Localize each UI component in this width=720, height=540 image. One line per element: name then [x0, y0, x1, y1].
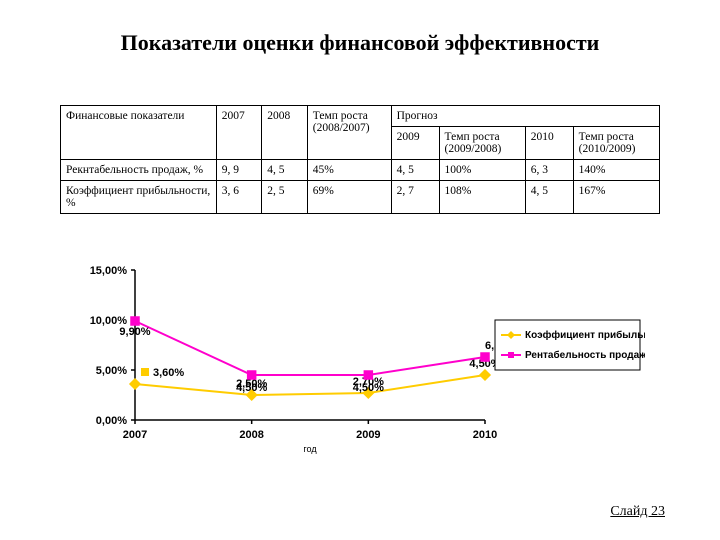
cell-2008: 2, 5 — [262, 181, 308, 214]
svg-text:Рентабельность продаж: Рентабельность продаж — [525, 349, 645, 361]
slide-number: Слайд 23 — [610, 504, 665, 520]
cell-growth2: 100% — [439, 160, 525, 181]
svg-text:год: год — [303, 444, 317, 454]
col-2007: 2007 — [216, 106, 262, 160]
cell-growth3: 167% — [573, 181, 659, 214]
svg-text:4,50%: 4,50% — [236, 382, 267, 394]
cell-2009: 4, 5 — [391, 160, 439, 181]
cell-growth2: 108% — [439, 181, 525, 214]
svg-text:4,50%: 4,50% — [353, 382, 384, 394]
svg-text:9,90%: 9,90% — [119, 326, 150, 338]
col-2008: 2008 — [262, 106, 308, 160]
col-growth-1009: Темп роста (2010/2009) — [573, 127, 659, 160]
slide-title: Показатели оценки финансовой эффективнос… — [0, 30, 720, 56]
cell-indicator: Коэффициент прибыльности, % — [61, 181, 217, 214]
svg-text:Коэффициент прибыльности: Коэффициент прибыльности — [525, 329, 645, 341]
financial-table: Финансовые показатели 2007 2008 Темп рос… — [60, 105, 660, 214]
table-row: Коэффициент прибыльности, % 3, 6 2, 5 69… — [61, 181, 660, 214]
cell-growth1: 45% — [307, 160, 391, 181]
svg-text:2009: 2009 — [356, 429, 380, 441]
cell-2010: 6, 3 — [525, 160, 573, 181]
cell-2007: 3, 6 — [216, 181, 262, 214]
line-chart: 0,00%5,00%10,00%15,00%2007200820092010го… — [75, 260, 645, 460]
cell-indicator: Рекнтабельность продаж, % — [61, 160, 217, 181]
cell-2007: 9, 9 — [216, 160, 262, 181]
svg-text:2010: 2010 — [473, 429, 497, 441]
cell-2010: 4, 5 — [525, 181, 573, 214]
cell-growth1: 69% — [307, 181, 391, 214]
svg-text:2007: 2007 — [123, 429, 147, 441]
cell-2008: 4, 5 — [262, 160, 308, 181]
svg-text:3,60%: 3,60% — [153, 367, 184, 379]
cell-growth3: 140% — [573, 160, 659, 181]
col-2010: 2010 — [525, 127, 573, 160]
svg-text:2008: 2008 — [239, 429, 263, 441]
svg-text:5,00%: 5,00% — [96, 365, 127, 377]
col-forecast: Прогноз — [391, 106, 659, 127]
col-2009: 2009 — [391, 127, 439, 160]
cell-2009: 2, 7 — [391, 181, 439, 214]
svg-text:0,00%: 0,00% — [96, 415, 127, 427]
col-growth-0807: Темп роста (2008/2007) — [307, 106, 391, 160]
col-indicator: Финансовые показатели — [61, 106, 217, 160]
col-growth-0908: Темп роста (2009/2008) — [439, 127, 525, 160]
table-row: Рекнтабельность продаж, % 9, 9 4, 5 45% … — [61, 160, 660, 181]
svg-text:15,00%: 15,00% — [90, 265, 128, 277]
